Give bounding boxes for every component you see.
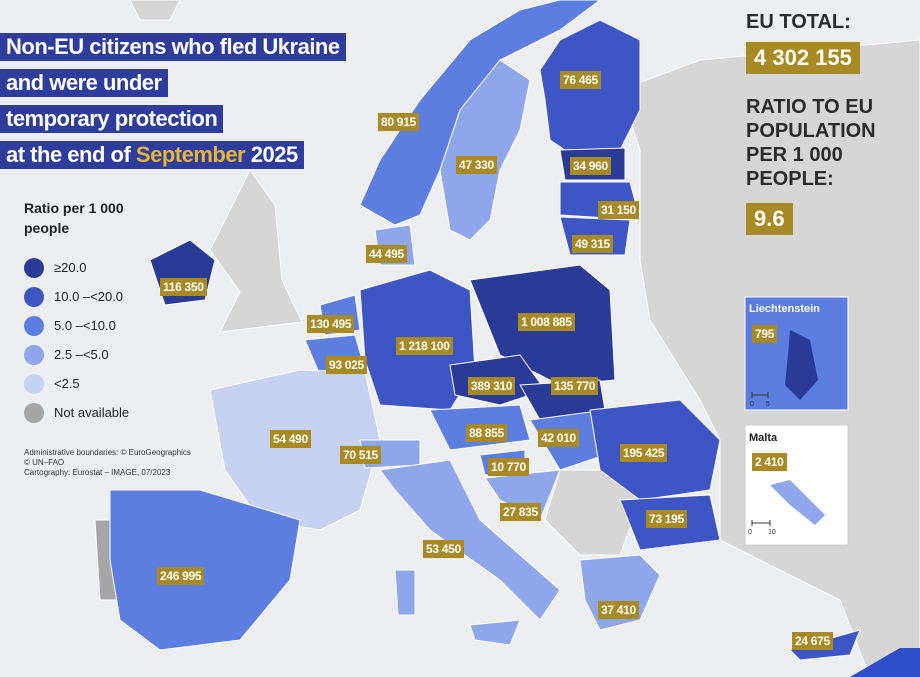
scale-label: 0 bbox=[748, 529, 752, 536]
legend-swatch bbox=[24, 287, 44, 307]
map-value-label: 130 495 bbox=[307, 315, 355, 333]
map-value-label: 24 675 bbox=[792, 632, 833, 650]
legend-swatch bbox=[24, 345, 44, 365]
scale-label: 5 bbox=[766, 401, 770, 408]
map-value-label: 76 465 bbox=[560, 71, 601, 89]
title-line: at the end of September 2025 bbox=[0, 141, 304, 169]
credit: © UN–FAO bbox=[24, 458, 65, 467]
inset-box bbox=[744, 424, 849, 546]
legend-swatch bbox=[24, 403, 44, 423]
legend-title: Ratio per 1 000 bbox=[24, 200, 124, 216]
corner-stripe bbox=[850, 648, 920, 677]
map-value-label: 246 995 bbox=[157, 567, 205, 585]
ratio-label: PER 1 000 bbox=[746, 144, 843, 166]
inset-name: Liechtenstein bbox=[749, 303, 820, 315]
map-value-label: 49 315 bbox=[572, 235, 613, 253]
ratio-label: POPULATION bbox=[746, 120, 876, 142]
inset-name: Malta bbox=[749, 432, 778, 444]
legend-label: Not available bbox=[54, 405, 130, 420]
title-part: at the end of bbox=[6, 142, 131, 167]
map-value-label: 73 195 bbox=[646, 510, 687, 528]
eu-countries bbox=[109, 0, 861, 661]
map-value-label: 135 770 bbox=[551, 377, 599, 395]
map-value-label: 1 008 885 bbox=[518, 313, 575, 331]
legend-swatch bbox=[24, 258, 44, 278]
map-value-label: 195 425 bbox=[620, 444, 668, 462]
credit: Administrative boundaries: © EuroGeograp… bbox=[24, 448, 191, 457]
legend-label: 5.0 –<10.0 bbox=[54, 318, 116, 333]
scale-label: 0 bbox=[750, 401, 754, 408]
map-value-label: 27 835 bbox=[500, 503, 541, 521]
map-value-label: 88 855 bbox=[466, 424, 507, 442]
title-line: Non-EU citizens who fled Ukraine bbox=[0, 33, 346, 61]
map-value-label: 42 010 bbox=[538, 429, 579, 447]
ratio-label: PEOPLE: bbox=[746, 168, 834, 190]
title-line: and were under bbox=[0, 69, 168, 97]
legend-label: ≥20.0 bbox=[54, 260, 87, 275]
legend-title: people bbox=[24, 220, 70, 236]
map-value-label: 34 960 bbox=[570, 157, 611, 175]
inset-country bbox=[785, 330, 818, 400]
map-value-label: 70 515 bbox=[340, 446, 381, 464]
map-value-label: 54 490 bbox=[270, 430, 311, 448]
inset-value: 795 bbox=[752, 325, 778, 343]
ratio-label: RATIO TO EU bbox=[746, 96, 874, 118]
title-line: temporary protection bbox=[0, 105, 224, 133]
scale-label: 10 bbox=[768, 529, 776, 536]
map-value-label: 44 495 bbox=[366, 245, 407, 263]
map-value-label: 116 350 bbox=[160, 278, 207, 296]
map-value-label: 47 330 bbox=[456, 156, 497, 174]
title-part: 2025 bbox=[250, 142, 298, 167]
legend-swatch bbox=[24, 316, 44, 336]
map-value-label: 93 025 bbox=[326, 356, 367, 374]
map-value-label: 31 150 bbox=[598, 201, 639, 219]
inset-value: 2 410 bbox=[752, 453, 787, 471]
eu-total-label: EU TOTAL: bbox=[746, 11, 851, 33]
title-part: September bbox=[135, 142, 246, 167]
scale-bars bbox=[751, 392, 771, 526]
legend-swatch bbox=[24, 374, 44, 394]
legend-label: 10.0 –<20.0 bbox=[54, 289, 124, 304]
inset-country bbox=[770, 480, 825, 525]
map-value-label: 53 450 bbox=[423, 540, 464, 558]
map-value-label: 10 770 bbox=[488, 458, 529, 476]
map-value-label: 80 915 bbox=[378, 113, 419, 131]
legend-label: 2.5 –<5.0 bbox=[54, 347, 109, 362]
map-value-label: 1 218 100 bbox=[396, 337, 453, 355]
map-value-label: 389 310 bbox=[468, 377, 516, 395]
map-value-label: 37 410 bbox=[598, 601, 639, 619]
eu-total-value: 4 302 155 bbox=[746, 42, 860, 74]
credit: Cartography: Eurostat – IMAGE, 07/2023 bbox=[24, 468, 171, 477]
ratio-value: 9.6 bbox=[746, 203, 793, 235]
legend-label: <2.5 bbox=[54, 376, 80, 391]
